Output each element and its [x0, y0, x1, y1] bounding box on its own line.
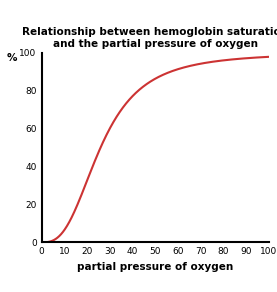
Title: Relationship between hemoglobin saturation
and the partial pressure of oxygen: Relationship between hemoglobin saturati…	[22, 27, 277, 49]
Y-axis label: %: %	[7, 53, 17, 62]
X-axis label: partial pressure of oxygen: partial pressure of oxygen	[77, 262, 233, 272]
